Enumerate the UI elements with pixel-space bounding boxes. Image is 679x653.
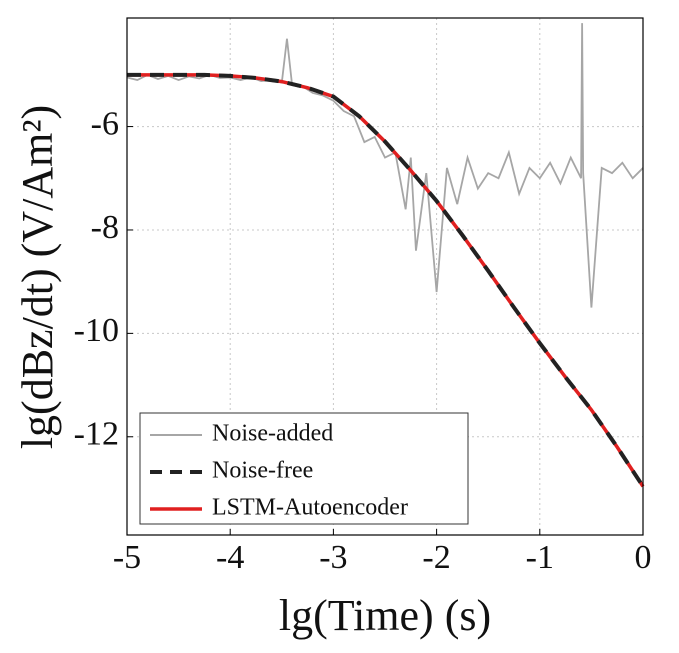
y-axis-label: lg(dBz/dt) (V/Am²) (13, 105, 62, 449)
x-axis-label: lg(Time) (s) (279, 591, 491, 640)
x-tick-label: -2 (422, 539, 450, 576)
x-tick-label: -5 (113, 539, 141, 576)
y-tick-label: -12 (74, 416, 119, 453)
x-tick-label: -1 (526, 539, 554, 576)
y-tick-label: -6 (91, 105, 119, 142)
x-tick-label: 0 (635, 539, 652, 576)
legend-label: LSTM-Autoencoder (212, 495, 408, 521)
series-line (127, 72, 645, 488)
y-tick-label: -10 (74, 312, 119, 349)
x-tick-label: -4 (216, 539, 244, 576)
y-tick-label: -8 (91, 209, 119, 246)
legend-box (139, 412, 469, 525)
legend-label: Noise-free (212, 458, 313, 484)
x-tick-label: -3 (319, 539, 347, 576)
legend-label: Noise-added (212, 421, 333, 447)
plot-frame (126, 17, 644, 536)
